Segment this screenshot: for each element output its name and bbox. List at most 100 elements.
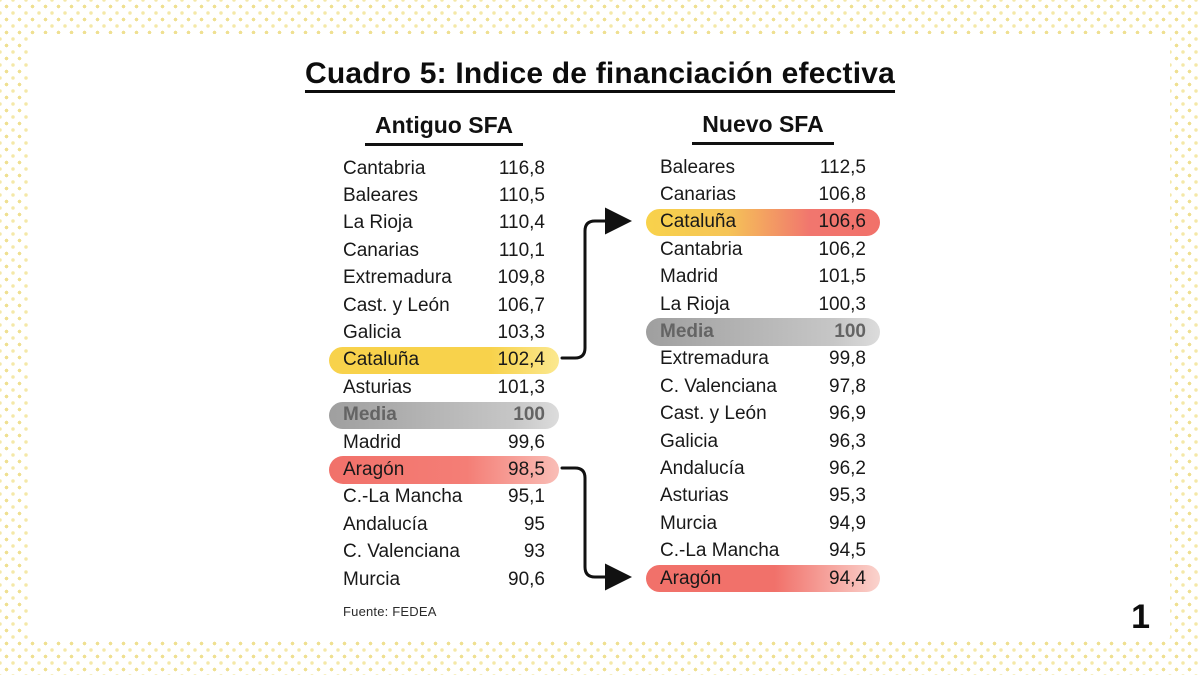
table-row: Andalucía 95 [329, 511, 559, 538]
region-value: 109,8 [497, 267, 545, 289]
region-value: 103,3 [497, 322, 545, 344]
page-title-text: Cuadro 5: Indice de financiación efectiv… [304, 57, 896, 90]
region-label: C.-La Mancha [343, 486, 463, 508]
region-label: Galicia [343, 322, 402, 344]
table-antiguo-rows: Cantabria 116,8 Baleares 110,5 La Rioja 110,4… [329, 155, 559, 593]
region-value: 106,2 [818, 238, 866, 260]
region-value: 100 [834, 321, 866, 343]
region-value: 98,5 [508, 458, 545, 480]
region-value: 95,3 [829, 485, 866, 507]
region-label: Extremadura [343, 267, 452, 289]
table-row: Cast. y León 106,7 [329, 292, 559, 319]
table-row: C. Valenciana 93 [329, 538, 559, 565]
table-row: Cast. y León 96,9 [646, 401, 880, 428]
region-label: Canarias [660, 184, 737, 206]
region-label: Media [343, 404, 397, 426]
region-label: C. Valenciana [343, 541, 460, 563]
region-value: 110,1 [498, 239, 545, 261]
region-value: 90,6 [508, 568, 545, 590]
table-nuevo-sfa: Nuevo SFA Baleares 112,5 Canarias 106,8 Cata… [646, 111, 880, 593]
region-label: Asturias [660, 485, 729, 507]
table-row: Media 100 [329, 401, 559, 429]
page-number: 1 [1131, 598, 1150, 636]
region-label: Baleares [343, 185, 418, 207]
region-value: 100 [513, 404, 545, 426]
table-row: Madrid 99,6 [329, 429, 559, 456]
region-label: Cantabria [343, 157, 426, 179]
table-row: Cataluña 106,6 [646, 208, 880, 237]
region-value: 100,3 [818, 293, 866, 315]
region-value: 96,9 [829, 403, 866, 425]
region-label: Canarias [343, 239, 420, 261]
region-value: 96,3 [829, 430, 866, 452]
region-label: C. Valenciana [660, 375, 777, 397]
region-value: 106,7 [497, 294, 545, 316]
region-label: Madrid [343, 431, 402, 453]
region-value: 97,8 [829, 375, 866, 397]
region-label: Asturias [343, 376, 412, 398]
region-value: 96,2 [829, 457, 866, 479]
region-label: Cast. y León [343, 294, 450, 316]
table-nuevo-title: Nuevo SFA [692, 111, 834, 145]
table-row: Andalucía 96,2 [646, 455, 880, 482]
table-row: Murcia 94,9 [646, 510, 880, 537]
region-value: 101,3 [497, 376, 545, 398]
region-value: 101,5 [818, 266, 866, 288]
region-value: 110,4 [498, 212, 545, 234]
table-row: Canarias 106,8 [646, 181, 880, 208]
table-row: Murcia 90,6 [329, 566, 559, 593]
region-label: Cantabria [660, 238, 743, 260]
table-row: Galicia 103,3 [329, 319, 559, 346]
region-value: 95 [523, 513, 545, 535]
region-value: 99,6 [508, 431, 545, 453]
region-label: Cast. y León [660, 403, 767, 425]
table-row: Asturias 101,3 [329, 374, 559, 401]
region-label: La Rioja [343, 212, 413, 234]
table-row: Baleares 112,5 [646, 154, 880, 181]
table-row: Cataluña 102,4 [329, 346, 559, 375]
table-row: Extremadura 109,8 [329, 265, 559, 292]
table-row: Media 100 [646, 318, 880, 346]
table-antiguo-header: Antiguo SFA [329, 112, 559, 146]
region-value: 106,8 [818, 184, 866, 206]
region-value: 94,5 [829, 540, 866, 562]
region-value: 106,6 [818, 211, 866, 233]
table-row: Cantabria 116,8 [329, 155, 559, 182]
region-value: 94,9 [829, 512, 866, 534]
table-row: Galicia 96,3 [646, 428, 880, 455]
region-value: 95,1 [508, 486, 545, 508]
table-row: Canarias 110,1 [329, 237, 559, 264]
region-label: C.-La Mancha [660, 540, 780, 562]
region-label: Aragón [660, 567, 722, 589]
table-antiguo-title: Antiguo SFA [365, 112, 523, 146]
table-row: Extremadura 99,8 [646, 346, 880, 373]
region-label: Extremadura [660, 348, 769, 370]
content-panel [30, 34, 1170, 641]
table-row: La Rioja 100,3 [646, 291, 880, 318]
region-value: 93 [523, 541, 545, 563]
table-row: Madrid 101,5 [646, 264, 880, 291]
region-label: Madrid [660, 266, 719, 288]
region-value: 99,8 [829, 348, 866, 370]
table-row: Baleares 110,5 [329, 182, 559, 209]
region-value: 94,4 [829, 567, 866, 589]
source-note: Fuente: FEDEA [343, 604, 437, 619]
region-label: Andalucía [343, 513, 428, 535]
region-label: Galicia [660, 430, 719, 452]
region-label: Murcia [343, 568, 401, 590]
table-antiguo-sfa: Antiguo SFA Cantabria 116,8 Baleares 110,5 L… [329, 112, 559, 593]
table-row: C.-La Mancha 94,5 [646, 537, 880, 564]
region-value: 102,4 [497, 349, 545, 371]
table-nuevo-rows: Baleares 112,5 Canarias 106,8 Cataluña 106,6 C… [646, 154, 880, 593]
region-value: 116,8 [498, 157, 545, 179]
region-label: Murcia [660, 512, 718, 534]
region-value: 110,5 [498, 185, 545, 207]
region-label: Andalucía [660, 457, 745, 479]
page-title: Cuadro 5: Indice de financiación efectiv… [0, 57, 1200, 91]
region-label: Cataluña [660, 211, 737, 233]
table-row: Aragón 98,5 [329, 456, 559, 484]
region-label: Cataluña [343, 349, 420, 371]
region-label: Aragón [343, 458, 405, 480]
region-label: La Rioja [660, 293, 730, 315]
